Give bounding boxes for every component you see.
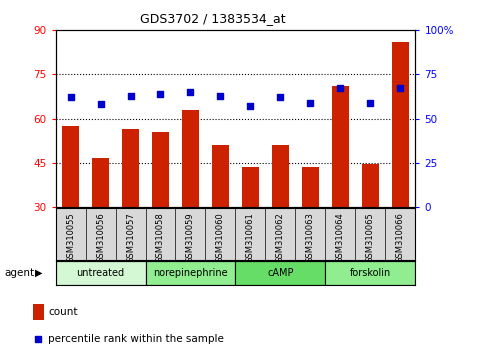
Text: forskolin: forskolin bbox=[350, 268, 391, 278]
Bar bbox=[302, 167, 319, 207]
Text: GSM310059: GSM310059 bbox=[186, 212, 195, 263]
Point bbox=[216, 93, 224, 98]
Point bbox=[277, 95, 284, 100]
Point bbox=[127, 93, 134, 98]
Text: GSM310057: GSM310057 bbox=[126, 212, 135, 263]
Text: GDS3702 / 1383534_at: GDS3702 / 1383534_at bbox=[140, 12, 285, 25]
Bar bbox=[362, 164, 379, 207]
Point bbox=[368, 215, 376, 221]
Text: norepinephrine: norepinephrine bbox=[153, 268, 228, 278]
Bar bbox=[62, 126, 79, 207]
Bar bbox=[326, 261, 415, 285]
Bar bbox=[152, 132, 169, 207]
Text: untreated: untreated bbox=[76, 268, 125, 278]
Bar bbox=[242, 167, 259, 207]
Point bbox=[397, 86, 404, 91]
Bar bbox=[212, 145, 229, 207]
Bar bbox=[332, 86, 349, 207]
Text: count: count bbox=[48, 307, 78, 317]
Text: GSM310056: GSM310056 bbox=[96, 212, 105, 263]
Text: GSM310058: GSM310058 bbox=[156, 212, 165, 263]
Text: agent: agent bbox=[5, 268, 35, 278]
Text: cAMP: cAMP bbox=[267, 268, 294, 278]
Text: GSM310063: GSM310063 bbox=[306, 212, 315, 263]
Point bbox=[307, 100, 314, 105]
Text: GSM310062: GSM310062 bbox=[276, 212, 285, 263]
Bar bbox=[92, 159, 109, 207]
Point bbox=[367, 100, 374, 105]
Bar bbox=[272, 145, 289, 207]
Bar bbox=[145, 261, 236, 285]
Text: GSM310065: GSM310065 bbox=[366, 212, 375, 263]
Point bbox=[186, 89, 194, 95]
Point bbox=[67, 95, 74, 100]
Text: ▶: ▶ bbox=[35, 268, 43, 278]
Bar bbox=[392, 42, 409, 207]
Bar bbox=[122, 129, 139, 207]
Text: GSM310064: GSM310064 bbox=[336, 212, 345, 263]
Text: GSM310061: GSM310061 bbox=[246, 212, 255, 263]
Point bbox=[97, 102, 104, 107]
Text: GSM310060: GSM310060 bbox=[216, 212, 225, 263]
Text: percentile rank within the sample: percentile rank within the sample bbox=[48, 334, 224, 344]
Text: GSM310066: GSM310066 bbox=[396, 212, 405, 263]
Bar bbox=[56, 261, 145, 285]
Point bbox=[337, 86, 344, 91]
Text: GSM310055: GSM310055 bbox=[66, 212, 75, 263]
Bar bbox=[182, 110, 199, 207]
Bar bbox=[236, 261, 326, 285]
Bar bbox=[33, 304, 44, 320]
Point bbox=[247, 103, 255, 109]
Point bbox=[156, 91, 164, 97]
